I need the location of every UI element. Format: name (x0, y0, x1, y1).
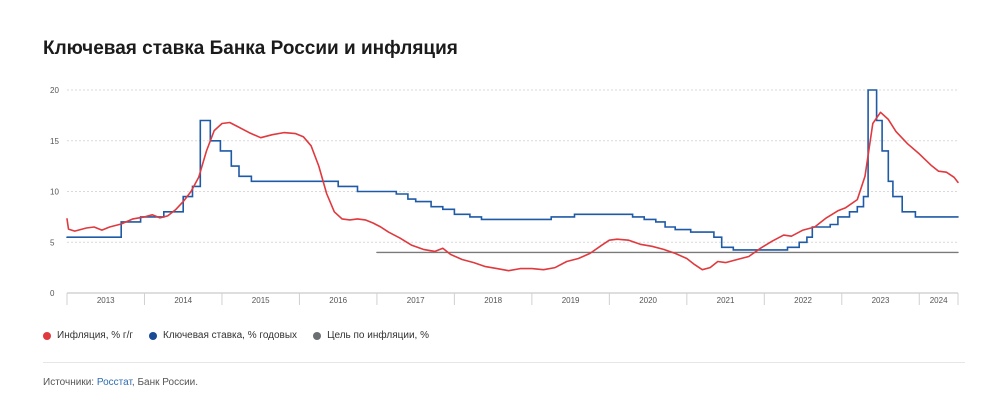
x-tick-label-2018: 2018 (484, 296, 502, 305)
legend-dot-target (313, 331, 322, 340)
legend-item-inflation[interactable]: Инфляция, % г/г (43, 330, 133, 341)
legend-label-key-rate: Ключевая ставка, % годовых (163, 330, 298, 341)
series-line-inflation (66, 111, 959, 272)
x-tick-label-2024: 2024 (930, 296, 948, 305)
y-tick-label-5: 5 (50, 238, 55, 247)
legend-dot-inflation (43, 331, 51, 340)
y-tick-label-15: 15 (50, 137, 59, 146)
legend-item-key-rate[interactable]: Ключевая ставка, % годовых (149, 330, 297, 341)
sources-note: Источники: Росстат, Банк России. (43, 377, 198, 388)
x-tick-label-2020: 2020 (639, 296, 657, 305)
y-tick-label-20: 20 (50, 86, 59, 95)
x-tick-label-2021: 2021 (717, 296, 735, 305)
x-tick-label-2019: 2019 (562, 296, 580, 305)
x-tick-label-2016: 2016 (329, 296, 347, 305)
sources-link-rosstat[interactable]: Росстат (96, 377, 132, 388)
divider (43, 362, 965, 363)
x-tick-label-2015: 2015 (252, 296, 270, 305)
x-tick-label-2013: 2013 (97, 296, 115, 305)
chart-title: Ключевая ставка Банка России и инфляция (43, 38, 458, 59)
x-tick-label-2022: 2022 (794, 296, 812, 305)
x-tick-label-2017: 2017 (407, 296, 425, 305)
x-tick-label-2014: 2014 (174, 296, 192, 305)
y-tick-label-10: 10 (50, 188, 59, 197)
sources-rest: , Банк России. (131, 377, 199, 388)
y-tick-label-0: 0 (50, 289, 55, 298)
legend-item-target[interactable]: Цель по инфляции, % (313, 330, 429, 341)
legend-label-target: Цель по инфляции, % (327, 330, 429, 341)
legend-dot-key-rate (149, 331, 157, 340)
legend-label-inflation: Инфляция, % г/г (57, 330, 133, 341)
x-tick-label-2023: 2023 (872, 296, 890, 305)
series-line-key-rate (66, 89, 959, 251)
chart-canvas: 0 5 10 15 20 2013 2014 2015 2016 2017 2018 2019 2020… (50, 86, 959, 305)
chart-legend: Инфляция, % г/г Ключевая ставка, % годов… (43, 330, 429, 341)
sources-prefix: Источники: (43, 377, 95, 388)
